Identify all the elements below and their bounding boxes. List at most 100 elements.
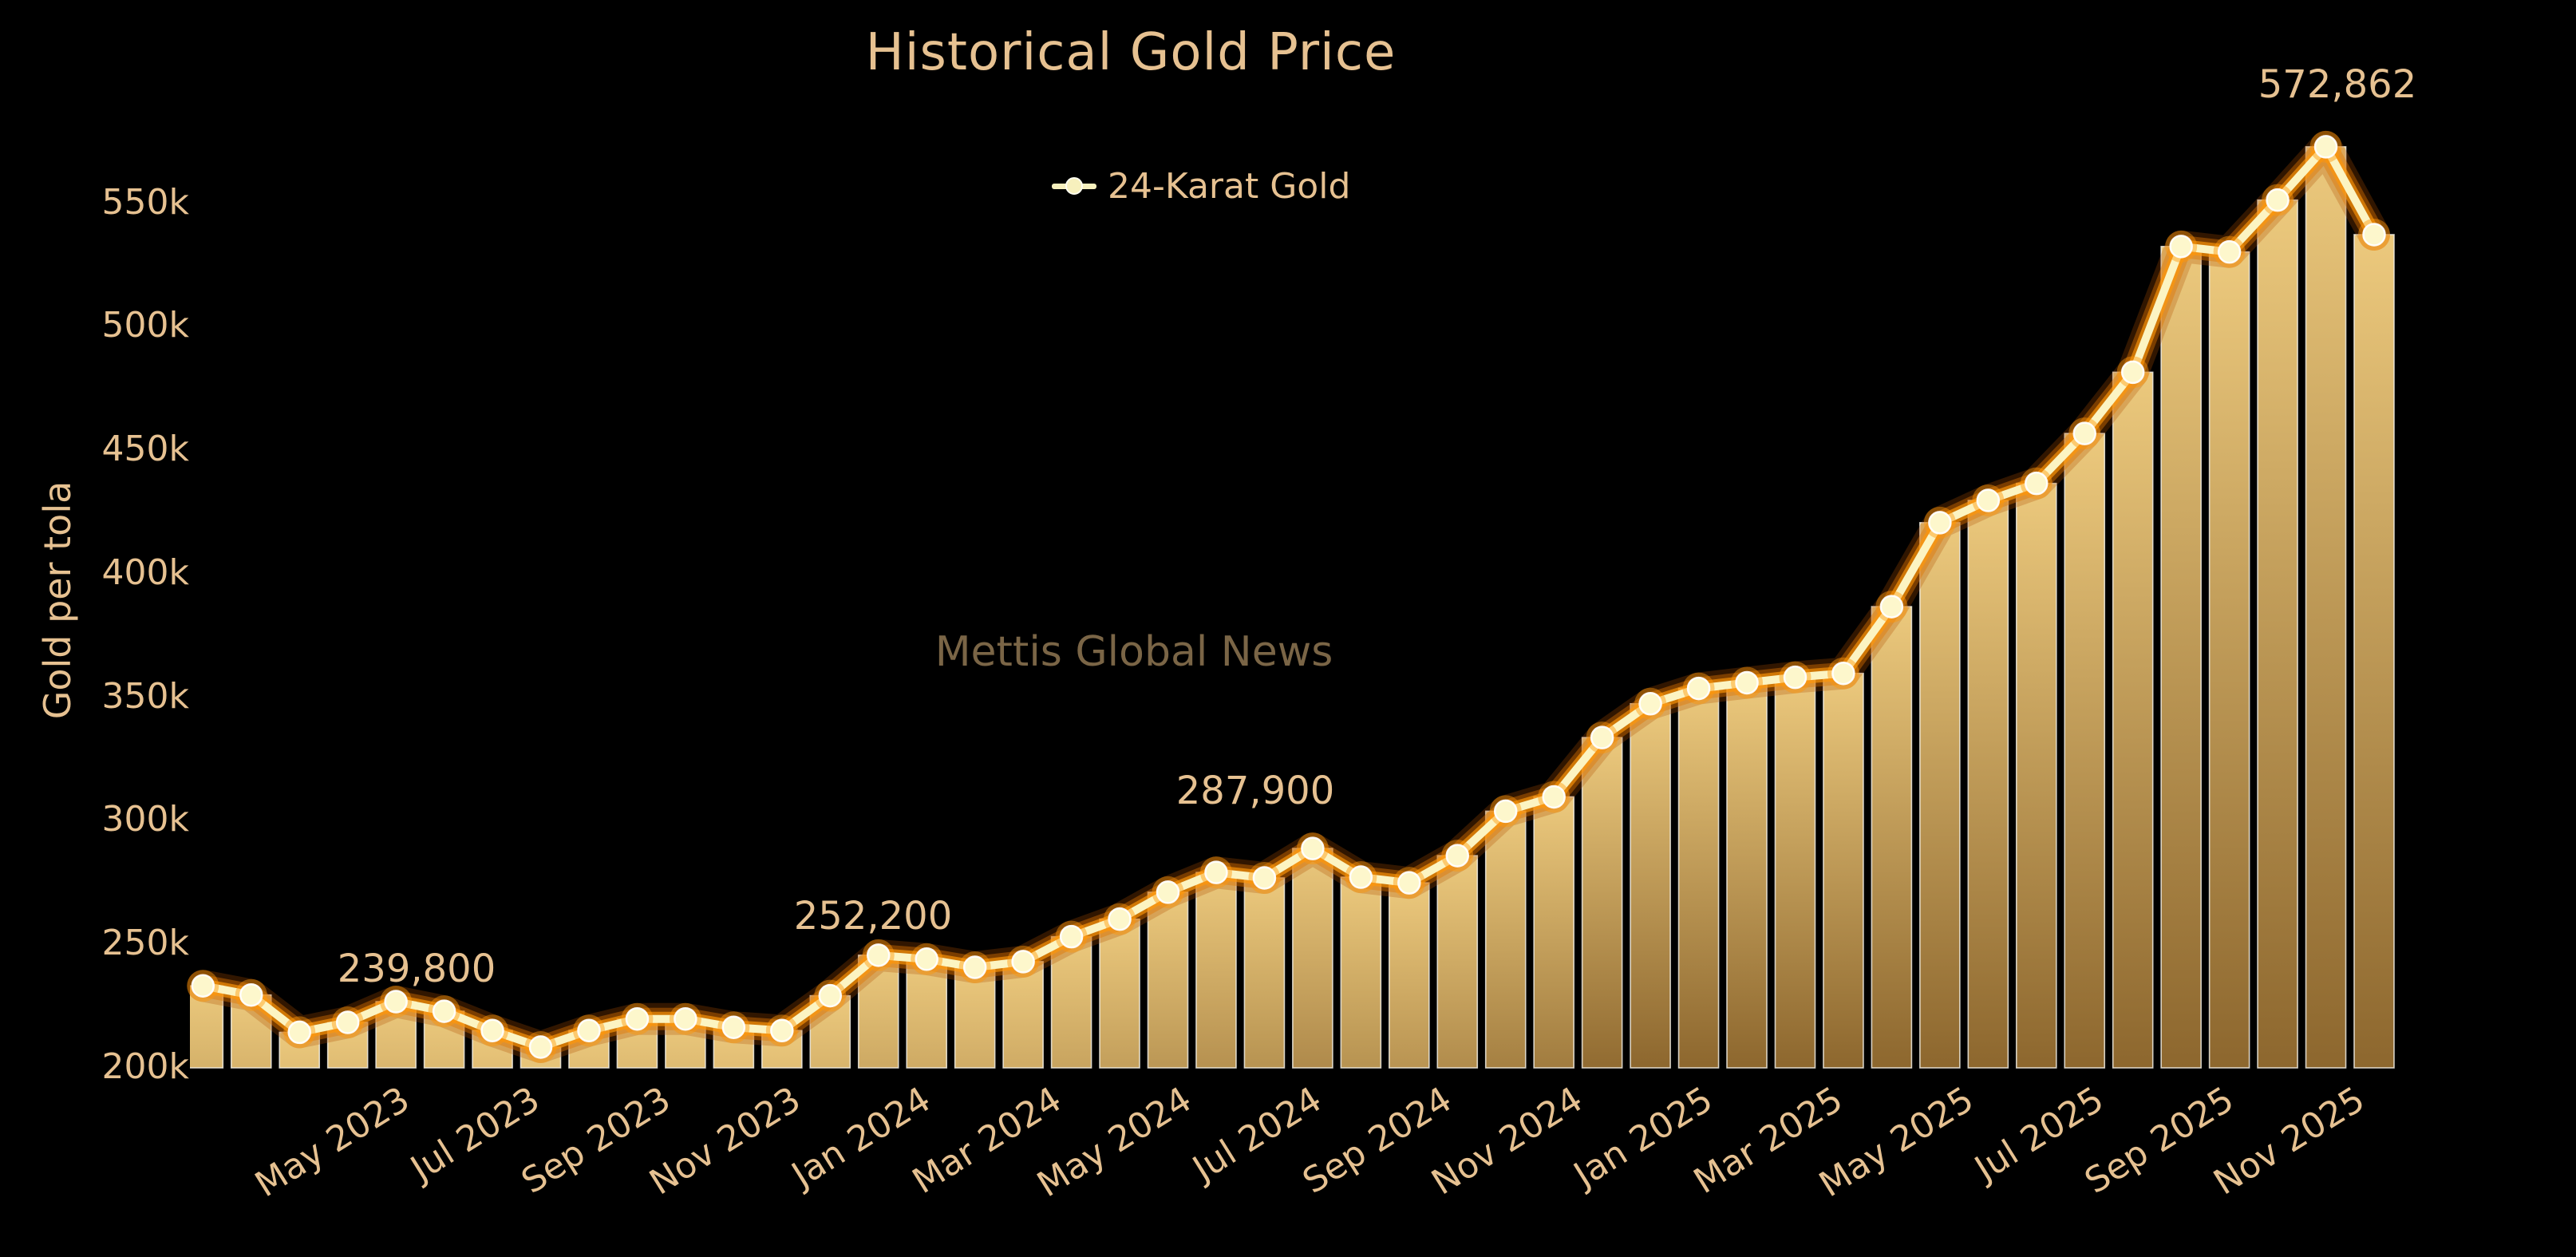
chart-title: Historical Gold Price: [865, 23, 1397, 82]
data-point-marker: [1976, 488, 2001, 512]
bar: [2112, 371, 2154, 1069]
data-point-marker: [287, 1020, 311, 1045]
data-point-marker: [2072, 421, 2096, 445]
y-tick-label: 300k: [101, 799, 189, 840]
data-point-marker: [1638, 692, 1662, 716]
bar: [2353, 234, 2395, 1069]
data-point-marker: [2362, 223, 2386, 247]
bar: [1436, 855, 1479, 1069]
y-tick-label: 200k: [101, 1046, 189, 1087]
legend-line-marker-icon: [1052, 164, 1096, 208]
data-point-marker: [2169, 235, 2193, 259]
data-point-marker: [1011, 950, 1035, 974]
bar: [1581, 737, 1623, 1069]
bar: [954, 966, 996, 1069]
bar: [190, 985, 224, 1069]
data-point-marker: [1252, 866, 1277, 890]
bar: [1243, 877, 1286, 1069]
data-point-marker: [577, 1018, 601, 1043]
data-point-marker: [1397, 871, 1421, 895]
data-point-marker: [2120, 360, 2145, 385]
bar: [1967, 500, 2009, 1069]
data-point-marker: [721, 1015, 746, 1039]
data-point-marker: [1301, 836, 1325, 860]
bar: [1389, 882, 1430, 1069]
y-tick-label: 350k: [101, 675, 189, 717]
data-point-marker: [239, 982, 263, 1007]
annotation-label: 287,900: [1175, 769, 1335, 813]
y-tick-label: 250k: [101, 923, 189, 964]
data-point-marker: [866, 943, 891, 967]
data-point-marker: [1928, 511, 1952, 535]
annotation-label: 572,862: [2258, 62, 2417, 107]
bar: [2015, 482, 2057, 1069]
data-point-marker: [674, 1006, 697, 1031]
line-series: [187, 130, 2390, 1063]
bar: [1677, 687, 1720, 1069]
data-point-marker: [432, 999, 456, 1023]
bar-series: [190, 146, 2395, 1069]
y-tick-label: 400k: [101, 551, 189, 593]
bar: [2257, 199, 2298, 1069]
bar: [1823, 672, 1864, 1069]
data-point-marker: [1783, 665, 1808, 690]
data-point-markers: [187, 130, 2390, 1064]
annotation-label: 252,200: [793, 894, 953, 939]
data-point-marker: [1204, 860, 1228, 884]
data-point-marker: [770, 1018, 794, 1043]
data-point-marker: [335, 1010, 360, 1034]
bar: [2305, 146, 2347, 1069]
bar: [1533, 796, 1574, 1069]
bar: [2160, 246, 2202, 1069]
annotation-label: 239,800: [337, 947, 496, 991]
data-point-marker: [1493, 799, 1518, 824]
data-point-marker: [1542, 785, 1566, 809]
data-point-marker: [1059, 924, 1084, 949]
data-point-marker: [2217, 239, 2242, 264]
y-tick-label: 450k: [101, 429, 189, 470]
data-point-marker: [1349, 865, 1373, 889]
bar: [1484, 810, 1527, 1069]
bar: [1147, 891, 1189, 1069]
data-point-marker: [962, 955, 987, 979]
data-point-marker: [1445, 844, 1470, 868]
bar: [2208, 251, 2250, 1069]
bar: [2064, 433, 2106, 1069]
data-point-marker: [1108, 907, 1132, 931]
watermark: Mettis Global News: [934, 628, 1333, 676]
bar: [1774, 676, 1816, 1069]
data-point-marker: [1156, 880, 1180, 904]
bar: [1099, 918, 1140, 1069]
data-point-marker: [625, 1006, 650, 1031]
data-point-marker: [191, 974, 215, 998]
bar: [906, 959, 947, 1069]
data-point-marker: [384, 990, 408, 1014]
data-point-marker: [1879, 595, 1904, 619]
data-point-marker: [2266, 188, 2290, 212]
bar: [1726, 682, 1768, 1069]
legend-label: 24-Karat Gold: [1108, 165, 1351, 207]
y-tick-label: 550k: [101, 181, 189, 223]
bar: [1195, 872, 1237, 1069]
data-point-marker: [1590, 725, 1614, 749]
bar: [1919, 522, 1961, 1069]
legend: 24-Karat Gold: [1052, 164, 1350, 208]
y-tick-label: 500k: [101, 305, 189, 346]
data-point-marker: [1735, 670, 1759, 695]
data-point-marker: [1686, 676, 1711, 701]
data-point-marker: [2313, 135, 2338, 159]
bar: [1292, 848, 1333, 1069]
data-point-marker: [480, 1018, 504, 1043]
bar: [1002, 961, 1044, 1069]
data-point-marker: [1831, 661, 1855, 686]
data-point-marker: [2025, 471, 2049, 496]
data-point-marker: [915, 947, 938, 971]
bar: [1050, 935, 1092, 1069]
data-point-marker: [528, 1035, 553, 1059]
bar: [1630, 702, 1671, 1069]
data-point-marker: [818, 983, 843, 1008]
bar: [1340, 876, 1382, 1069]
bar: [1871, 606, 1913, 1069]
